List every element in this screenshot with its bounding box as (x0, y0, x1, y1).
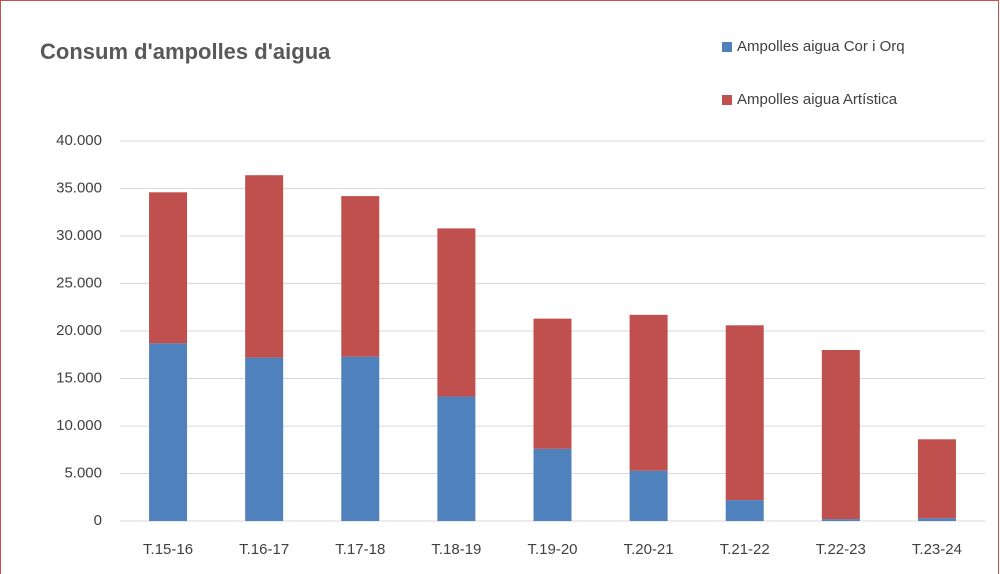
bar (149, 192, 188, 344)
bar (821, 350, 860, 520)
y-tick-label: 25.000 (56, 274, 102, 291)
bar (917, 518, 956, 521)
legend-swatch (722, 95, 732, 105)
y-tick-label: 15.000 (56, 369, 102, 386)
y-tick-label: 30.000 (56, 227, 102, 244)
x-tick-label: T.23-24 (912, 541, 962, 558)
bar (725, 325, 764, 501)
legend-label: Ampolles aigua Cor i Orq (737, 38, 905, 55)
y-tick-label: 20.000 (56, 322, 102, 339)
bar (341, 356, 380, 521)
x-tick-label: T.15-16 (143, 541, 193, 558)
y-tick-label: 40.000 (56, 132, 102, 149)
bar (629, 470, 668, 521)
x-tick-label: T.21-22 (720, 541, 770, 558)
bar (533, 448, 572, 521)
y-tick-label: 35.000 (56, 179, 102, 196)
x-tick-label: T.19-20 (527, 541, 577, 558)
bar (149, 343, 188, 521)
bar (533, 318, 572, 449)
legend-swatch (722, 42, 732, 52)
x-tick-label: T.17-18 (335, 541, 385, 558)
y-tick-label: 0 (94, 512, 102, 529)
y-tick-label: 5.000 (64, 464, 102, 481)
x-tick-label: T.20-21 (624, 541, 674, 558)
bar (821, 519, 860, 521)
legend-label: Ampolles aigua Artística (737, 91, 898, 108)
bar (245, 175, 284, 358)
x-tick-label: T.22-23 (816, 541, 866, 558)
bar (437, 396, 476, 521)
bar (629, 314, 668, 471)
bar (725, 500, 764, 521)
bar (437, 228, 476, 397)
x-tick-label: T.18-19 (431, 541, 481, 558)
bar (917, 439, 956, 519)
y-tick-label: 10.000 (56, 417, 102, 434)
bar (245, 357, 284, 521)
chart-title: Consum d'ampolles d'aigua (40, 39, 331, 64)
x-tick-label: T.16-17 (239, 541, 289, 558)
bar (341, 196, 380, 357)
